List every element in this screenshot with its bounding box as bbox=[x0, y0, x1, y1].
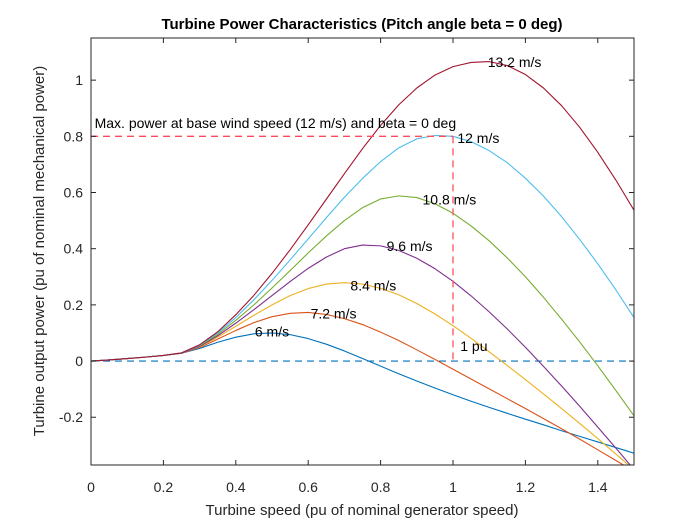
series-label-7-2-m-s: 7.2 m/s bbox=[311, 305, 357, 321]
x-tick-label: 1.4 bbox=[588, 479, 608, 495]
series-label-6-m-s: 6 m/s bbox=[255, 324, 289, 340]
y-tick-label: -0.2 bbox=[59, 409, 83, 425]
x-axis-label: Turbine speed (pu of nominal generator s… bbox=[206, 502, 519, 519]
y-tick-label: 0.6 bbox=[64, 185, 84, 201]
series-label-9-6-m-s: 9.6 m/s bbox=[387, 238, 433, 254]
y-tick-label: 0.8 bbox=[64, 128, 84, 144]
y-tick-label: 0.4 bbox=[64, 241, 84, 257]
max-power-annotation: Max. power at base wind speed (12 m/s) a… bbox=[95, 115, 457, 131]
axes-box bbox=[90, 37, 635, 466]
y-axis-label: Turbine output power (pu of nominal mech… bbox=[31, 66, 48, 436]
y-tick-label: 0 bbox=[75, 353, 83, 369]
y-tick-label: 1 bbox=[75, 72, 83, 88]
series-label-8-4-m-s: 8.4 m/s bbox=[350, 277, 396, 293]
x-tick-label: 0.2 bbox=[154, 479, 174, 495]
series-label-13-2-m-s: 13.2 m/s bbox=[488, 54, 542, 70]
series-label-10-8-m-s: 10.8 m/s bbox=[423, 192, 477, 208]
series-label-12-m-s: 12 m/s bbox=[457, 130, 499, 146]
x-tick-label: 1 bbox=[449, 479, 457, 495]
chart-title: Turbine Power Characteristics (Pitch ang… bbox=[161, 16, 562, 33]
x-tick-label: 0.6 bbox=[298, 479, 318, 495]
series-line-13-2-m-s bbox=[91, 61, 634, 362]
x-tick-label: 0 bbox=[87, 479, 95, 495]
y-tick-label: 0.2 bbox=[64, 297, 84, 313]
x-tick-label: 1.2 bbox=[516, 479, 536, 495]
x-tick-label: 0.8 bbox=[371, 479, 391, 495]
x-tick-label: 0.4 bbox=[226, 479, 246, 495]
plot-content: 6 m/s 7.2 m/s 8.4 m/s 9.6 m/s 10.8 m/s 12 m/s… bbox=[91, 54, 634, 465]
one-pu-annotation: 1 pu bbox=[460, 338, 487, 354]
